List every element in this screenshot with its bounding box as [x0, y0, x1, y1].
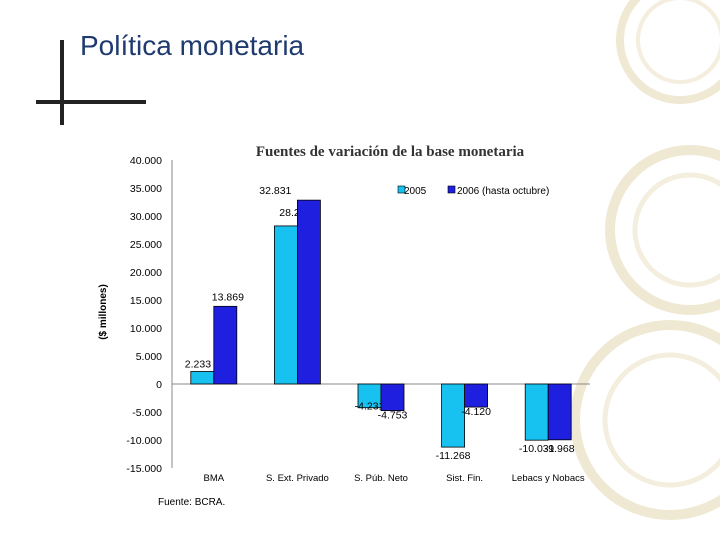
y-tick-label: 10.000	[130, 323, 162, 335]
y-tick-label: 0	[156, 379, 162, 391]
x-tick-label: BMA	[204, 473, 225, 484]
x-tick-label: S. Púb. Neto	[354, 473, 408, 484]
x-tick-label: Lebacs y Nobacs	[512, 473, 585, 484]
bar-2005	[190, 371, 215, 385]
y-tick-label: 5.000	[136, 351, 162, 363]
y-tick-label: 30.000	[130, 211, 162, 223]
legend-swatch-2006	[447, 185, 456, 194]
bar-2006	[213, 305, 238, 385]
title-rule-horizontal	[36, 100, 146, 104]
data-label: 2.233	[185, 358, 211, 370]
y-tick-label: 15.000	[130, 295, 162, 307]
chart-title: Fuentes de variación de la base monetari…	[256, 144, 525, 160]
data-label: -9.968	[545, 443, 575, 455]
data-label: -4.753	[378, 410, 408, 422]
y-tick-label: 35.000	[130, 183, 162, 195]
y-tick-label: 40.000	[130, 155, 162, 167]
x-tick-label: S. Ext. Privado	[266, 473, 329, 484]
bar-2006	[547, 383, 572, 441]
legend-label: 2006 (hasta octubre)	[457, 186, 549, 197]
data-label: -11.268	[436, 450, 471, 462]
legend-label: 2005	[404, 186, 427, 197]
data-label: -4.120	[461, 406, 491, 418]
data-label: 32.831	[259, 185, 291, 197]
slide-title: Política monetaria	[80, 30, 305, 61]
y-tick-label: 25.000	[130, 239, 162, 251]
data-label: -4.231	[355, 401, 385, 413]
bar-2006	[464, 383, 489, 408]
source-note: Fuente: BCRA.	[158, 497, 226, 508]
bar-2005	[524, 383, 549, 441]
y-tick-label: -5.000	[132, 407, 162, 419]
bar-2006	[296, 199, 321, 385]
y-axis-label: ($ millones)	[98, 284, 109, 340]
y-tick-label: 20.000	[130, 267, 162, 279]
title-rule-vertical	[60, 40, 64, 125]
data-label: -10.031	[519, 443, 555, 455]
data-label: 13.869	[212, 291, 244, 303]
x-tick-label: Sist. Fin.	[446, 473, 483, 484]
legend-swatch-2005	[397, 185, 406, 194]
bar-2005	[273, 225, 298, 385]
bar-2006	[380, 383, 405, 412]
y-tick-label: -15.000	[126, 463, 162, 475]
decorative-seal-background	[570, 0, 720, 520]
bar-2005	[441, 383, 466, 448]
y-tick-label: -10.000	[126, 435, 162, 447]
